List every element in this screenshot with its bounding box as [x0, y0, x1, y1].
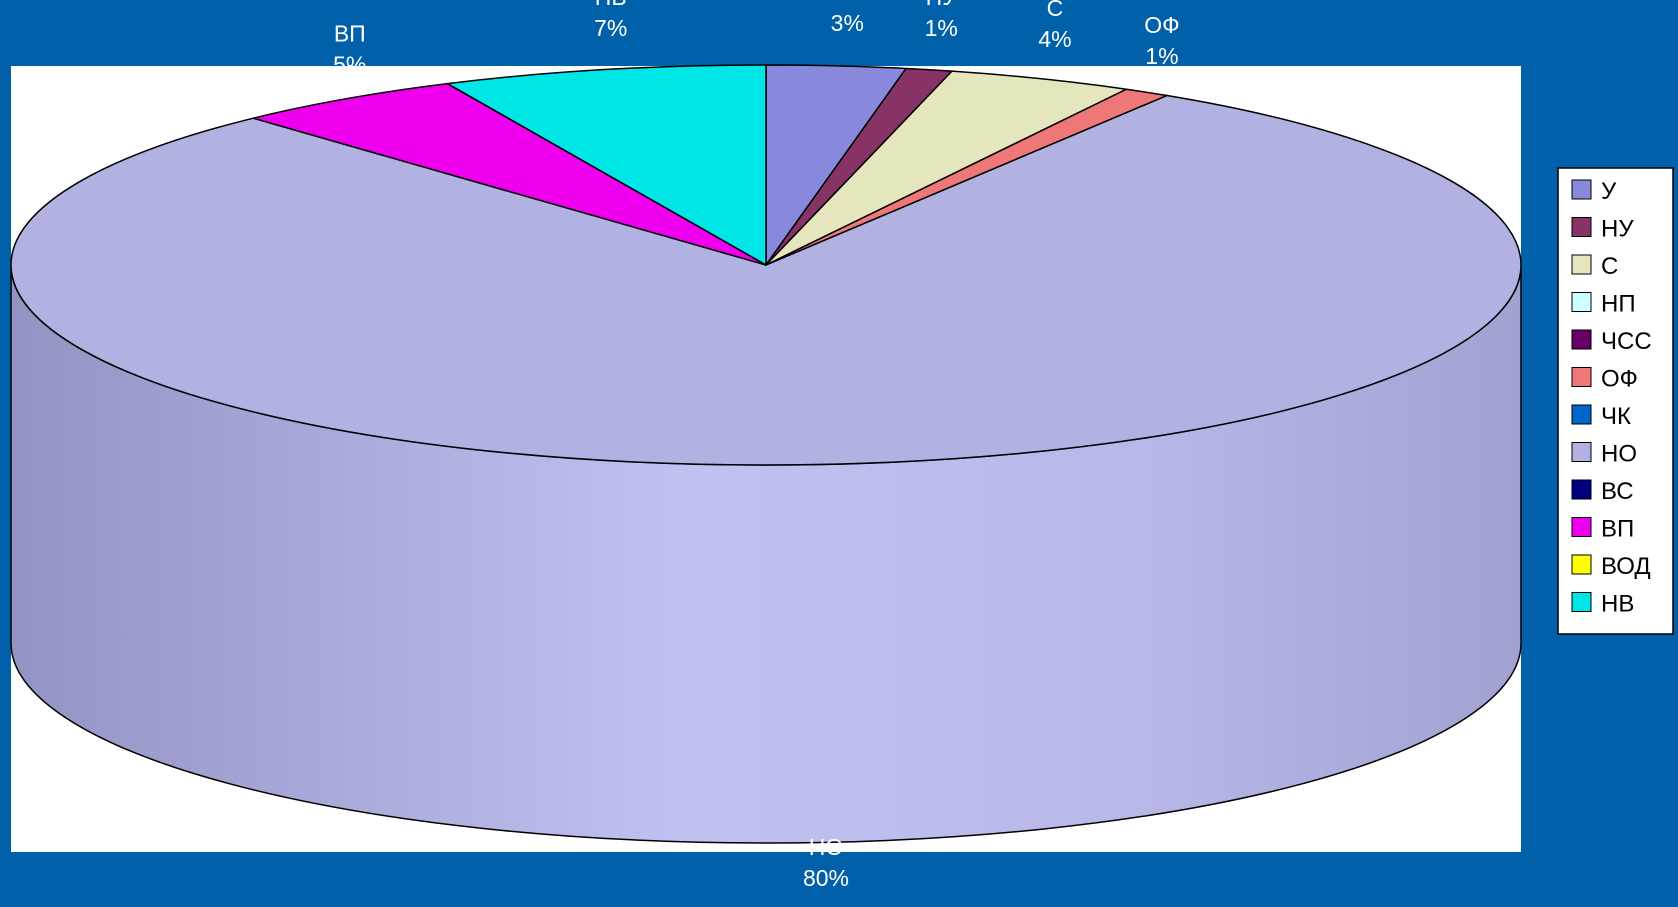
legend-label: ВОД — [1601, 553, 1651, 580]
data-label-name: НО — [809, 834, 844, 860]
legend-swatch — [1571, 217, 1592, 237]
pie-slices — [10, 64, 1522, 844]
data-label-name: С — [1047, 0, 1064, 21]
legend-label: ВП — [1601, 516, 1634, 543]
legend: У НУ С НП ЧСС ОФ ЧК НО ВС ВП ВОД НВ — [1557, 167, 1674, 635]
legend-label: НВ — [1601, 591, 1634, 618]
legend-swatch — [1571, 367, 1592, 387]
data-label-value: 1% — [1145, 43, 1178, 69]
legend-swatch — [1571, 292, 1592, 312]
legend-label: ВС — [1601, 478, 1634, 505]
legend-label: У — [1601, 178, 1617, 205]
legend-swatch — [1571, 329, 1592, 350]
legend-label: С — [1601, 253, 1618, 280]
legend-label: НП — [1601, 291, 1636, 318]
data-label-value: 7% — [594, 15, 627, 41]
legend-swatch — [1571, 254, 1592, 275]
legend-label: ОФ — [1601, 366, 1638, 393]
legend-swatch — [1571, 517, 1592, 537]
legend-label: НУ — [1601, 216, 1634, 243]
pie-slice-421 — [765, 70, 1128, 266]
pie-slice-41d412 — [446, 64, 767, 266]
data-label-value: 5% — [333, 51, 366, 77]
legend-swatch — [1571, 554, 1592, 575]
data-label-name: НВ — [595, 0, 627, 10]
data-label-value: 1% — [925, 15, 958, 41]
pie-slice-41d41e — [10, 94, 1522, 466]
legend-label: НО — [1601, 441, 1637, 468]
data-label-value: 80% — [803, 865, 849, 891]
pie-slice-41241f — [252, 82, 767, 266]
data-label-name: У — [840, 0, 855, 5]
legend-swatch — [1571, 179, 1592, 200]
data-label-name: ОФ — [1144, 12, 1179, 38]
data-label-value: 3% — [831, 10, 864, 36]
legend-swatch — [1571, 404, 1592, 425]
legend-swatch — [1571, 479, 1592, 500]
data-label-value: 4% — [1038, 26, 1071, 52]
legend-swatch — [1571, 442, 1592, 462]
legend-label: ЧК — [1601, 403, 1631, 430]
data-label-name: НУ — [926, 0, 958, 10]
data-label-name: ВП — [334, 20, 366, 46]
legend-swatch — [1571, 592, 1592, 612]
data-labels: У 3% НУ 1% С 4% ОФ 1% НО 80% ВП 5% НВ 7% — [333, 0, 1179, 891]
legend-label: ЧСС — [1601, 328, 1652, 355]
